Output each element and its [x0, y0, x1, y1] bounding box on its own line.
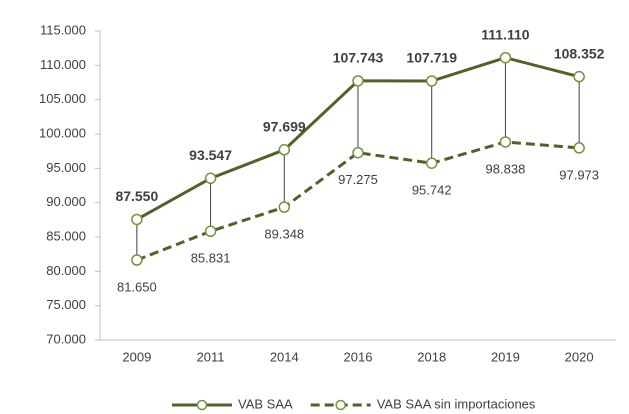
data-label: 87.550: [115, 188, 158, 204]
y-tick-label: 80.000: [46, 263, 86, 278]
x-tick-label: 2018: [417, 349, 446, 364]
point: [425, 157, 438, 169]
data-label: 97.275: [338, 172, 378, 187]
point: [425, 75, 438, 87]
point: [573, 142, 585, 154]
y-tick-label: 115.000: [40, 22, 86, 37]
y-tick-label: 85.000: [46, 228, 86, 243]
y-tick-label: 75.000: [46, 297, 86, 312]
legend-label: VAB SAA sin importaciones: [377, 396, 536, 411]
legend-label: VAB SAA: [238, 396, 293, 411]
legend-marker: [196, 399, 208, 411]
x-tick-label: 2011: [197, 349, 225, 364]
x-tick-label: 2016: [344, 349, 373, 364]
y-tick-label: 95.000: [46, 160, 86, 175]
point: [131, 254, 143, 266]
data-label: 108.352: [554, 45, 605, 61]
data-label: 81.650: [117, 279, 157, 294]
data-label: 111.110: [481, 26, 530, 42]
point: [204, 172, 217, 185]
point: [131, 213, 143, 226]
y-tick-label: 105.000: [39, 91, 86, 106]
data-label: 85.831: [191, 251, 231, 266]
data-label: 97.699: [263, 119, 306, 135]
point: [204, 225, 217, 238]
point: [573, 70, 585, 83]
point: [499, 51, 512, 64]
data-label: 98.838: [486, 161, 526, 176]
point: [352, 75, 364, 87]
point: [499, 136, 512, 148]
data-label: 93.547: [189, 147, 232, 163]
y-tick-label: 110.000: [40, 57, 86, 72]
x-tick-label: 2014: [270, 349, 299, 364]
x-tick-label: 2009: [122, 349, 151, 364]
data-label: 89.348: [264, 227, 304, 242]
point: [278, 144, 291, 156]
y-tick-label: 70.000: [46, 331, 86, 346]
data-label: 107.719: [406, 50, 457, 66]
x-tick-label: 2020: [565, 349, 594, 364]
data-label: 97.973: [559, 167, 599, 182]
point: [352, 146, 364, 159]
data-label: 95.742: [412, 183, 452, 198]
legend-marker: [335, 399, 346, 411]
y-tick-label: 100.000: [39, 125, 86, 140]
point: [278, 201, 291, 213]
data-label: 107.743: [333, 50, 384, 66]
y-tick-label: 90.000: [46, 194, 86, 209]
x-tick-label: 2019: [491, 349, 520, 364]
